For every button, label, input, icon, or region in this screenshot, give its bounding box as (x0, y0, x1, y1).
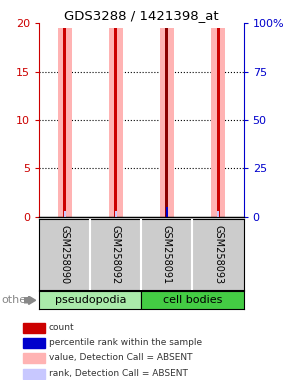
Bar (63, 28, 66, 217)
Text: rank, Detection Call = ABSENT: rank, Detection Call = ABSENT (48, 369, 187, 378)
Bar (217, 211, 219, 217)
Bar (23, 323, 45, 333)
Text: cell bodies: cell bodies (163, 295, 222, 305)
Text: GSM258091: GSM258091 (162, 225, 172, 284)
Bar (23, 338, 45, 348)
Bar (23, 369, 45, 379)
Text: pseudopodia: pseudopodia (55, 295, 126, 305)
Bar (23, 353, 45, 363)
Bar (64, 211, 66, 217)
Text: GSM258092: GSM258092 (111, 225, 121, 284)
Bar (166, 207, 168, 217)
Text: other: other (1, 295, 31, 305)
Text: GSM258090: GSM258090 (60, 225, 70, 284)
Text: percentile rank within the sample: percentile rank within the sample (48, 338, 202, 348)
Bar (160, 28, 174, 217)
Bar (39, 291, 142, 309)
Text: GSM258093: GSM258093 (213, 225, 223, 284)
Text: value, Detection Call = ABSENT: value, Detection Call = ABSENT (48, 353, 192, 362)
Bar (142, 291, 244, 309)
Bar (109, 28, 123, 217)
Bar (165, 28, 168, 217)
FancyArrow shape (24, 296, 36, 305)
Title: GDS3288 / 1421398_at: GDS3288 / 1421398_at (64, 9, 219, 22)
Bar (114, 28, 117, 217)
Bar (57, 28, 72, 217)
Bar (217, 28, 220, 217)
Bar (115, 211, 117, 217)
Bar (211, 28, 225, 217)
Text: count: count (48, 323, 74, 333)
